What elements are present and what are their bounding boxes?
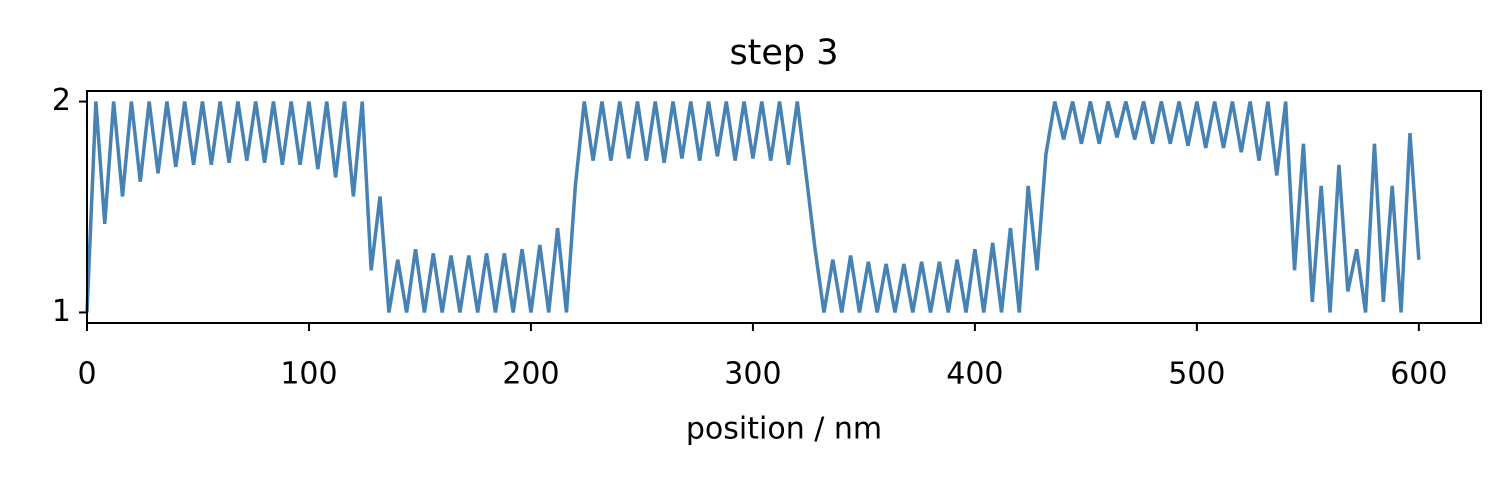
plot-frame [86,90,1482,324]
x-tick-label: 0 [77,357,96,392]
chart-title: step 3 [729,33,838,73]
data-line [85,101,1421,313]
x-tick-label: 100 [280,357,337,392]
x-tick-label: 300 [724,357,781,392]
x-tick-label: 400 [946,357,1003,392]
x-tick-label: 500 [1168,357,1225,392]
y-tick-label: 1 [52,294,71,329]
y-tick-label: 2 [52,83,71,118]
x-tick-label: 600 [1390,357,1447,392]
x-axis-label: position / nm [686,412,882,447]
x-tick-label: 200 [502,357,559,392]
